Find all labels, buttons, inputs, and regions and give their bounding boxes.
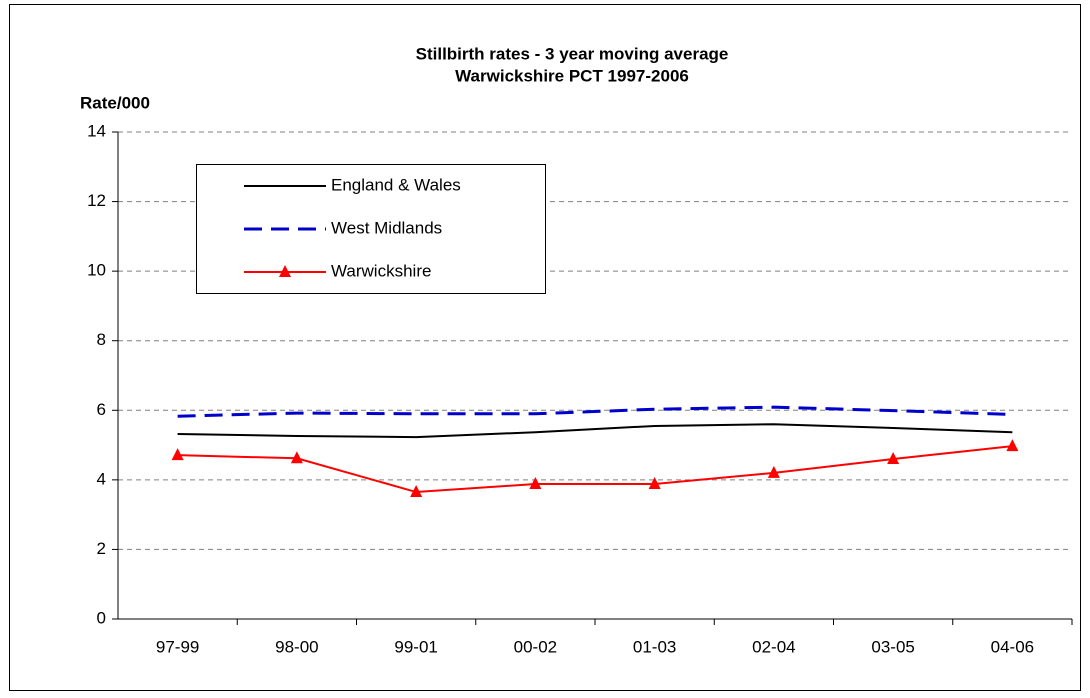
x-tick-label: 00-02 [514, 637, 557, 656]
y-tick-label: 6 [97, 400, 106, 419]
y-tick-label: 4 [97, 469, 106, 488]
chart-subtitle: Warwickshire PCT 1997-2006 [455, 66, 689, 85]
x-tick-label: 02-04 [752, 637, 795, 656]
series-line [177, 405, 1013, 418]
y-tick-label: 8 [97, 330, 106, 349]
y-tick-label: 0 [97, 608, 106, 627]
series-marker [171, 448, 184, 461]
series-marker [529, 477, 542, 490]
y-tick-label: 10 [87, 261, 106, 280]
legend-label: England & Wales [331, 175, 461, 194]
x-tick-label: 98-00 [275, 637, 318, 656]
series-line [177, 445, 1013, 494]
y-tick-label: 14 [87, 121, 106, 140]
y-tick-label: 2 [97, 539, 106, 558]
y-tick-label: 12 [87, 191, 106, 210]
legend-label: Warwickshire [331, 261, 431, 280]
x-tick-label: 97-99 [156, 637, 199, 656]
y-axis-label: Rate/000 [80, 93, 150, 112]
x-tick-label: 04-06 [991, 637, 1034, 656]
x-tick-label: 01-03 [633, 637, 676, 656]
x-tick-label: 99-01 [394, 637, 437, 656]
legend-marker [279, 265, 291, 277]
series-marker [290, 451, 303, 464]
chart-border [9, 4, 1081, 691]
series-marker [648, 477, 661, 490]
chart-title: Stillbirth rates - 3 year moving average [416, 44, 729, 63]
series-marker [767, 465, 780, 478]
legend-label: West Midlands [331, 218, 442, 237]
series-line [177, 423, 1013, 439]
series-marker [1006, 439, 1019, 452]
series-marker [410, 485, 423, 498]
series-marker [887, 451, 900, 464]
x-tick-label: 03-05 [871, 637, 914, 656]
